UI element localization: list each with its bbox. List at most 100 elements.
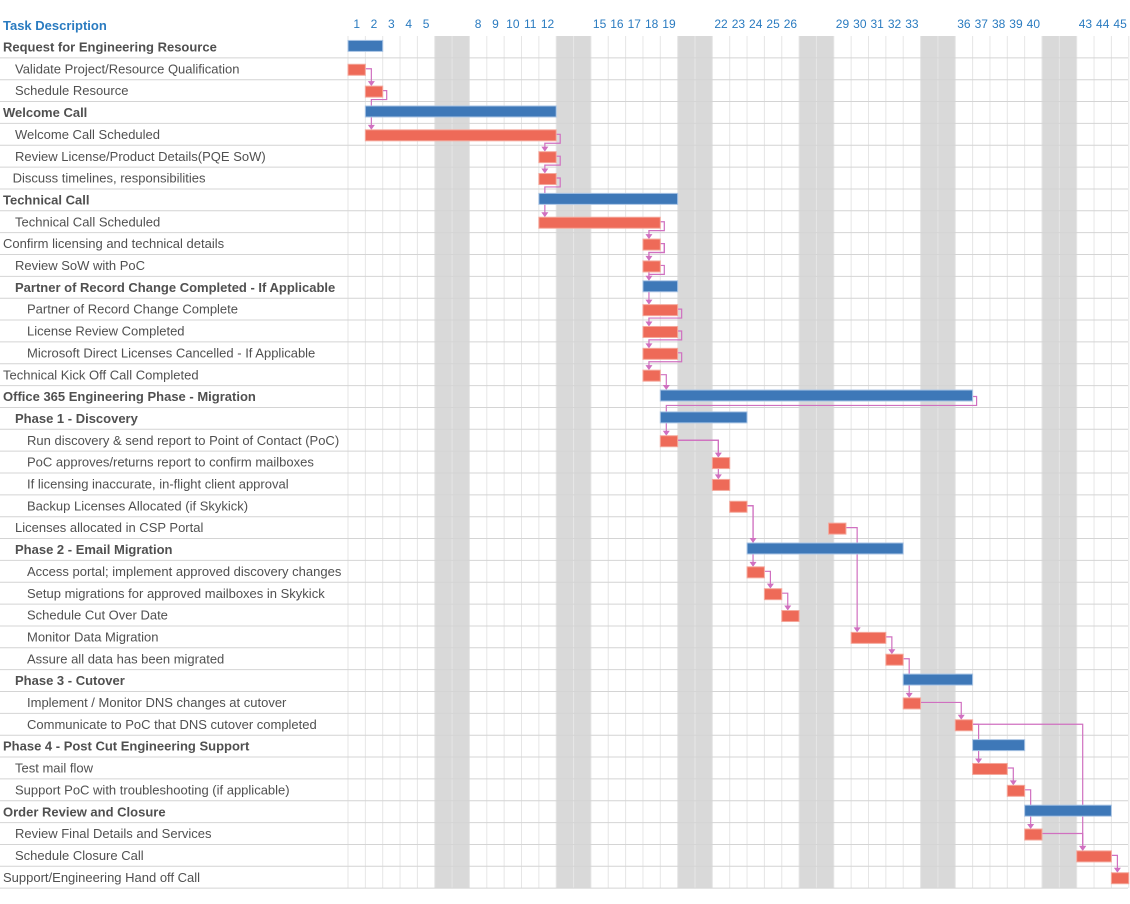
dependency-line: [781, 592, 789, 607]
task-label[interactable]: Request for Engineering Resource: [3, 40, 217, 55]
task-label[interactable]: Review SoW with PoC: [15, 258, 145, 273]
summary-bar[interactable]: [746, 542, 904, 555]
dependency-line: [1007, 767, 1014, 782]
task-label[interactable]: Setup migrations for approved mailboxes …: [27, 586, 325, 601]
task-label[interactable]: Communicate to PoC that DNS cutover comp…: [27, 717, 317, 732]
summary-bar[interactable]: [642, 280, 679, 293]
task-bar[interactable]: [538, 173, 557, 186]
task-label[interactable]: Licenses allocated in CSP Portal: [15, 520, 203, 535]
dependency-arrowhead: [367, 81, 375, 87]
task-label[interactable]: Access portal; implement approved discov…: [27, 564, 342, 579]
dependency-line: [648, 330, 683, 345]
summary-bar[interactable]: [1024, 804, 1112, 817]
task-label[interactable]: Microsoft Direct Licenses Cancelled - If…: [27, 345, 315, 360]
day-tick-label: 12: [541, 17, 555, 31]
task-bar[interactable]: [1024, 828, 1043, 841]
task-label[interactable]: Implement / Monitor DNS changes at cutov…: [27, 695, 287, 710]
day-tick-label: 23: [732, 17, 746, 31]
summary-bar[interactable]: [902, 673, 974, 686]
day-tick-label: 17: [628, 17, 642, 31]
task-bar[interactable]: [364, 129, 557, 142]
task-label[interactable]: Backup Licenses Allocated (if Skykick): [27, 498, 248, 513]
task-bar[interactable]: [729, 500, 748, 513]
row-gridlines: [0, 57, 1128, 889]
task-label[interactable]: Partner of Record Change Completed - If …: [15, 280, 335, 295]
task-label[interactable]: Support/Engineering Hand off Call: [3, 870, 200, 885]
day-tick-label: 11: [524, 17, 537, 31]
task-label[interactable]: Phase 1 - Discovery: [15, 411, 139, 426]
task-label[interactable]: Technical Kick Off Call Completed: [3, 367, 199, 382]
task-label[interactable]: If licensing inaccurate, in-flight clien…: [27, 477, 289, 492]
task-bar[interactable]: [781, 610, 800, 623]
task-label[interactable]: Schedule Resource: [15, 83, 128, 98]
task-label[interactable]: Assure all data has been migrated: [27, 651, 224, 666]
dependency-arrowhead: [645, 299, 653, 305]
summary-bar[interactable]: [538, 192, 679, 205]
task-bar[interactable]: [538, 151, 557, 164]
day-tick-label: 4: [405, 17, 412, 31]
task-bar[interactable]: [642, 325, 679, 338]
summary-bar[interactable]: [659, 411, 748, 424]
task-label[interactable]: Support PoC with troubleshooting (if app…: [15, 782, 290, 797]
task-bar[interactable]: [659, 435, 679, 448]
task-label[interactable]: Order Review and Closure: [3, 804, 166, 819]
day-tick-label: 3: [388, 17, 395, 31]
dependency-arrowhead: [905, 692, 913, 698]
day-tick-label: 2: [371, 17, 378, 31]
summary-bar[interactable]: [347, 39, 384, 52]
task-label[interactable]: Confirm licensing and technical details: [3, 236, 225, 251]
day-tick-label: 9: [492, 17, 499, 31]
dependency-arrowhead: [662, 430, 670, 436]
task-label[interactable]: Office 365 Engineering Phase - Migration: [3, 389, 256, 404]
task-bar[interactable]: [642, 304, 679, 317]
task-label[interactable]: Partner of Record Change Complete: [27, 302, 238, 317]
task-bar[interactable]: [850, 631, 887, 644]
day-tick-label: 24: [749, 17, 763, 31]
task-label[interactable]: Validate Project/Resource Qualification: [15, 61, 240, 76]
task-label[interactable]: License Review Completed: [27, 324, 185, 339]
task-label[interactable]: PoC approves/returns report to confirm m…: [27, 455, 314, 470]
task-bar[interactable]: [1076, 850, 1112, 863]
task-bar[interactable]: [1110, 872, 1130, 885]
task-bar[interactable]: [711, 457, 731, 470]
dependency-line: [544, 155, 561, 170]
dependency-arrowhead: [957, 714, 965, 720]
dependency-arrowhead: [749, 561, 757, 567]
task-label[interactable]: Welcome Call Scheduled: [15, 127, 160, 142]
task-bar[interactable]: [642, 369, 661, 382]
task-bar[interactable]: [642, 347, 679, 360]
task-bar[interactable]: [711, 478, 731, 491]
task-label[interactable]: Technical Call: [3, 192, 89, 207]
day-tick-label: 39: [1009, 17, 1023, 31]
task-bar[interactable]: [364, 85, 384, 98]
task-label[interactable]: Discuss timelines, responsibilities: [13, 171, 206, 186]
summary-bar[interactable]: [659, 389, 974, 402]
summary-bar[interactable]: [972, 739, 1026, 752]
task-bar[interactable]: [972, 762, 1008, 775]
task-bar[interactable]: [642, 238, 661, 251]
task-label[interactable]: Schedule Closure Call: [15, 848, 144, 863]
task-label[interactable]: Schedule Cut Over Date: [27, 608, 168, 623]
task-label[interactable]: Monitor Data Migration: [27, 629, 159, 644]
task-label[interactable]: Test mail flow: [15, 761, 94, 776]
task-bar[interactable]: [538, 216, 661, 229]
task-label[interactable]: Review Final Details and Services: [15, 826, 212, 841]
task-bar[interactable]: [1006, 784, 1026, 797]
task-label[interactable]: Run discovery & send report to Point of …: [27, 433, 339, 448]
task-bar[interactable]: [902, 697, 922, 710]
task-label[interactable]: Review License/Product Details(PQE SoW): [15, 149, 266, 164]
summary-bar[interactable]: [364, 105, 557, 118]
task-label[interactable]: Phase 3 - Cutover: [15, 673, 125, 688]
task-bar[interactable]: [347, 63, 366, 76]
task-label[interactable]: Phase 2 - Email Migration: [15, 542, 173, 557]
task-bar[interactable]: [954, 719, 974, 732]
task-bar[interactable]: [763, 588, 783, 601]
task-bar[interactable]: [828, 522, 847, 535]
task-bar[interactable]: [642, 260, 661, 273]
task-label[interactable]: Phase 4 - Post Cut Engineering Support: [3, 739, 250, 754]
task-label[interactable]: Welcome Call: [3, 105, 87, 120]
task-label[interactable]: Technical Call Scheduled: [15, 214, 160, 229]
task-bar[interactable]: [746, 566, 765, 579]
task-bar[interactable]: [885, 653, 904, 666]
